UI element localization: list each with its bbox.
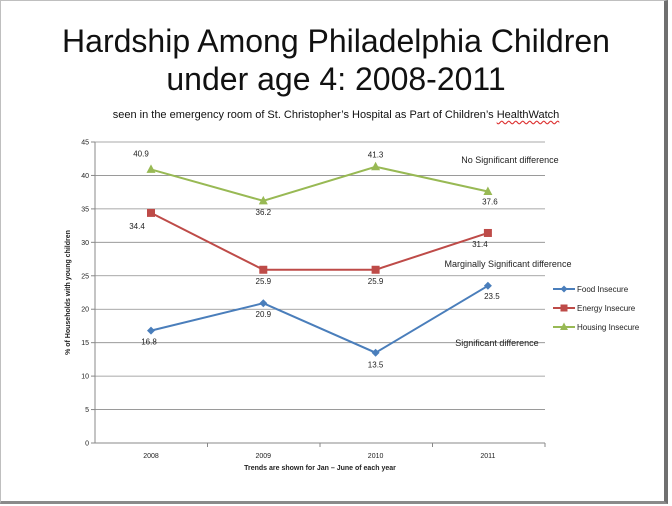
- data-label: 34.4: [129, 222, 145, 231]
- data-point: [483, 186, 493, 195]
- x-tick-labels: 2008 2009 2010 2011: [143, 453, 495, 460]
- data-label: 37.6: [482, 197, 498, 206]
- annotation: No Significant difference: [461, 155, 558, 165]
- data-label: 16.8: [141, 338, 157, 347]
- chart-subtitle: seen in the emergency room of St. Christ…: [0, 109, 672, 121]
- legend-marker: [560, 322, 568, 330]
- data-point: [259, 299, 268, 308]
- y-tick-label: 5: [85, 407, 89, 414]
- data-label: 25.9: [256, 277, 272, 286]
- series-layer: [146, 161, 493, 357]
- data-point: [483, 228, 492, 237]
- data-label: 23.5: [484, 292, 500, 301]
- y-tick-label: 25: [81, 273, 89, 280]
- data-label: 25.9: [368, 277, 384, 286]
- x-axis-label: Trends are shown for Jan – June of each …: [244, 465, 396, 472]
- y-tick-labels: 0 5 10 15 20 25 30 35 40 45: [81, 140, 89, 448]
- y-tick-label: 30: [81, 240, 89, 247]
- data-point: [147, 208, 155, 217]
- series-line-housing-insecure: [150, 165, 489, 202]
- chart-title-line2: under age 4: 2008-2011: [166, 61, 506, 97]
- series-line-food-insecure: [150, 284, 489, 354]
- legend-label: Energy Insecure: [577, 304, 636, 313]
- data-labels: 16.8 20.9 13.5 23.5 34.4 25.9 25.9 31.4 40.9 36.2…: [129, 149, 500, 369]
- data-label: 20.9: [256, 310, 272, 319]
- y-tick-label: 0: [85, 441, 89, 448]
- annotation: Marginally Significant difference: [445, 259, 572, 269]
- data-point: [371, 161, 381, 171]
- data-point: [258, 195, 268, 205]
- data-label: 31.4: [472, 240, 488, 249]
- y-tick-label: 40: [81, 173, 89, 180]
- subtitle-brand: HealthWatch: [496, 109, 560, 121]
- y-tick-label: 35: [81, 206, 89, 213]
- annotations: No Significant difference Marginally Sign…: [445, 155, 572, 348]
- y-tick-label: 10: [81, 374, 89, 381]
- data-point: [146, 164, 156, 173]
- data-point: [483, 281, 492, 290]
- x-tick-label: 2011: [480, 453, 495, 460]
- x-tick-label: 2009: [256, 453, 272, 460]
- data-point: [371, 348, 380, 357]
- legend-label: Housing Insecure: [577, 323, 640, 332]
- subtitle-text: seen in the emergency room of St. Christ…: [112, 109, 497, 121]
- y-axis-label: % of Households with young children: [65, 230, 72, 355]
- data-label: 41.3: [368, 151, 384, 160]
- y-tick-label: 15: [81, 340, 89, 347]
- x-tick-label: 2010: [368, 453, 384, 460]
- y-tick-label: 45: [81, 140, 89, 147]
- data-point: [259, 265, 268, 274]
- y-tick-label: 20: [81, 307, 89, 314]
- data-point: [371, 265, 380, 274]
- data-label: 36.2: [256, 208, 272, 217]
- data-point: [147, 326, 155, 335]
- legend-marker: [560, 285, 568, 293]
- data-label: 13.5: [368, 361, 384, 370]
- chart-title-line1: Hardship Among Philadelphia Children: [62, 23, 610, 59]
- data-label: 40.9: [133, 149, 149, 158]
- annotation: Significant difference: [455, 338, 538, 348]
- legend-marker: [560, 304, 568, 312]
- x-tick-label: 2008: [143, 453, 159, 460]
- legend: Food Insecure Energy Insecure Housing Inse…: [553, 285, 640, 332]
- gridlines: [91, 141, 546, 447]
- series-line-energy-insecure: [150, 212, 489, 271]
- legend-label: Food Insecure: [577, 285, 629, 294]
